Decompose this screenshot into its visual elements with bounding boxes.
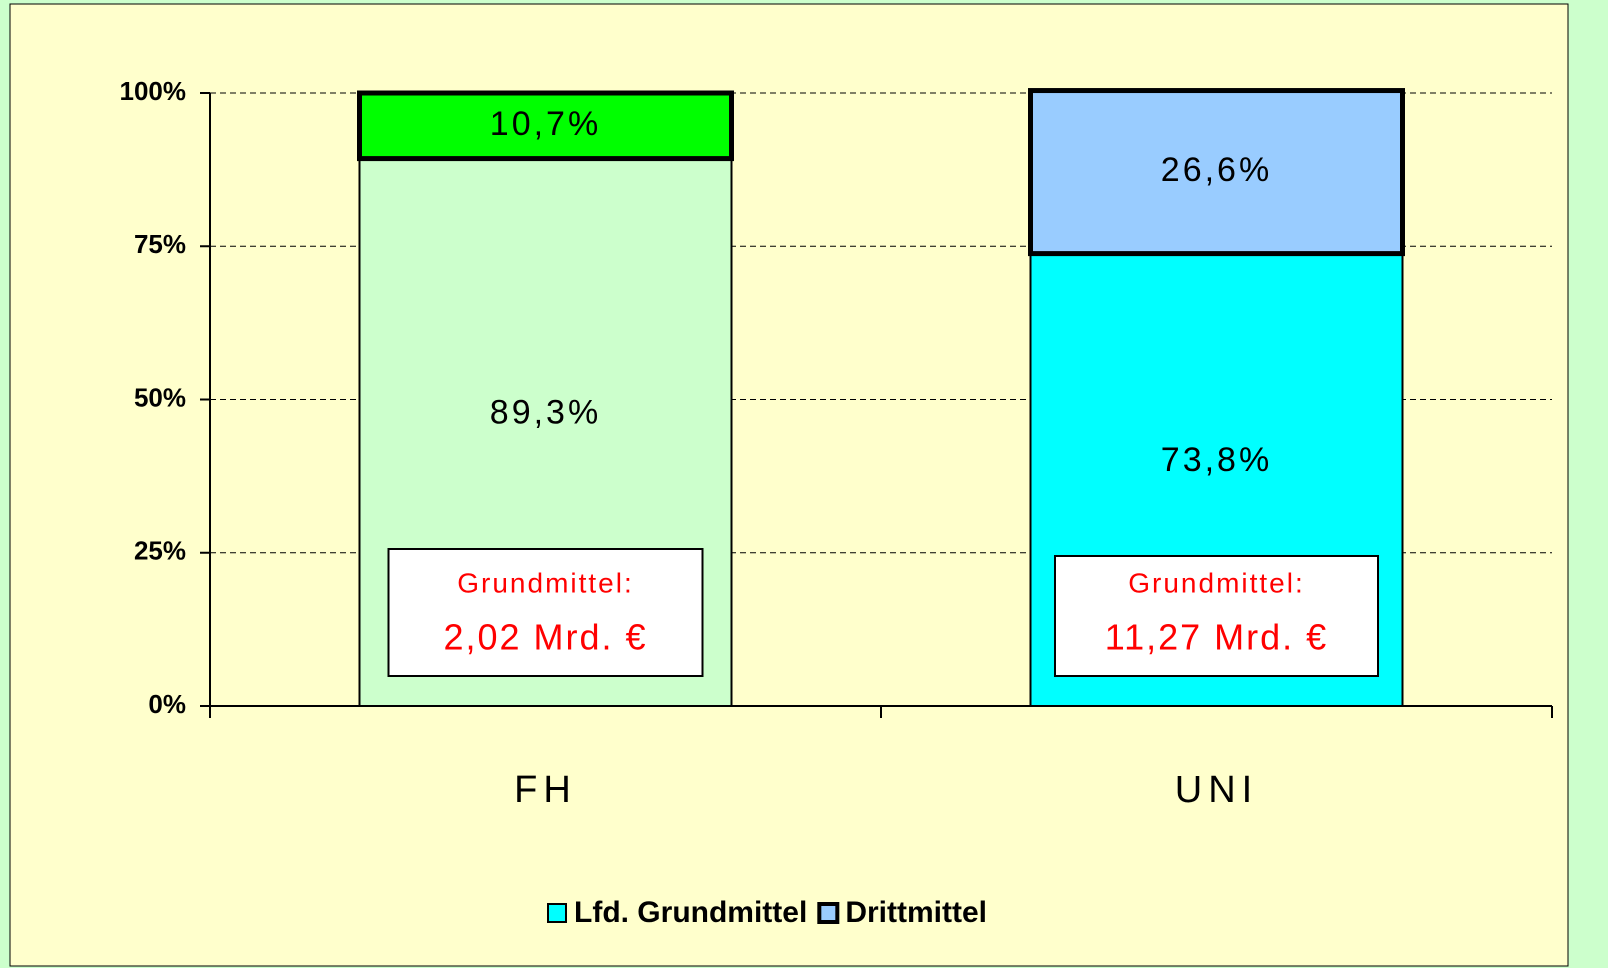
y-tick-label: 75% <box>134 229 186 259</box>
value-label: 89,3% <box>490 393 601 431</box>
y-tick-label: 100% <box>120 76 187 106</box>
legend-swatch <box>817 902 840 924</box>
annotation-box <box>1054 555 1379 677</box>
value-label: 73,8% <box>1161 441 1272 479</box>
legend-label: Lfd. Grundmittel <box>574 896 807 929</box>
x-tick-label: FH <box>514 769 577 811</box>
annotation-text: 11,27 Mrd. € <box>1105 617 1328 658</box>
bar-segment <box>357 90 734 162</box>
y-tick-label: 0% <box>148 689 186 719</box>
annotation-text: 2,02 Mrd. € <box>443 617 647 658</box>
value-label: 10,7% <box>490 105 601 143</box>
y-tick-label: 50% <box>134 382 186 412</box>
legend-label: Drittmittel <box>845 896 987 929</box>
bar-segment <box>1028 88 1405 257</box>
value-label: 26,6% <box>1161 151 1272 189</box>
y-tick-label: 25% <box>134 536 186 566</box>
legend-swatch <box>547 903 567 923</box>
x-tick-label: UNI <box>1175 769 1258 811</box>
annotation-text: Grundmittel: <box>1128 567 1305 598</box>
annotation-text: Grundmittel: <box>457 567 634 598</box>
annotation-box <box>387 548 704 677</box>
